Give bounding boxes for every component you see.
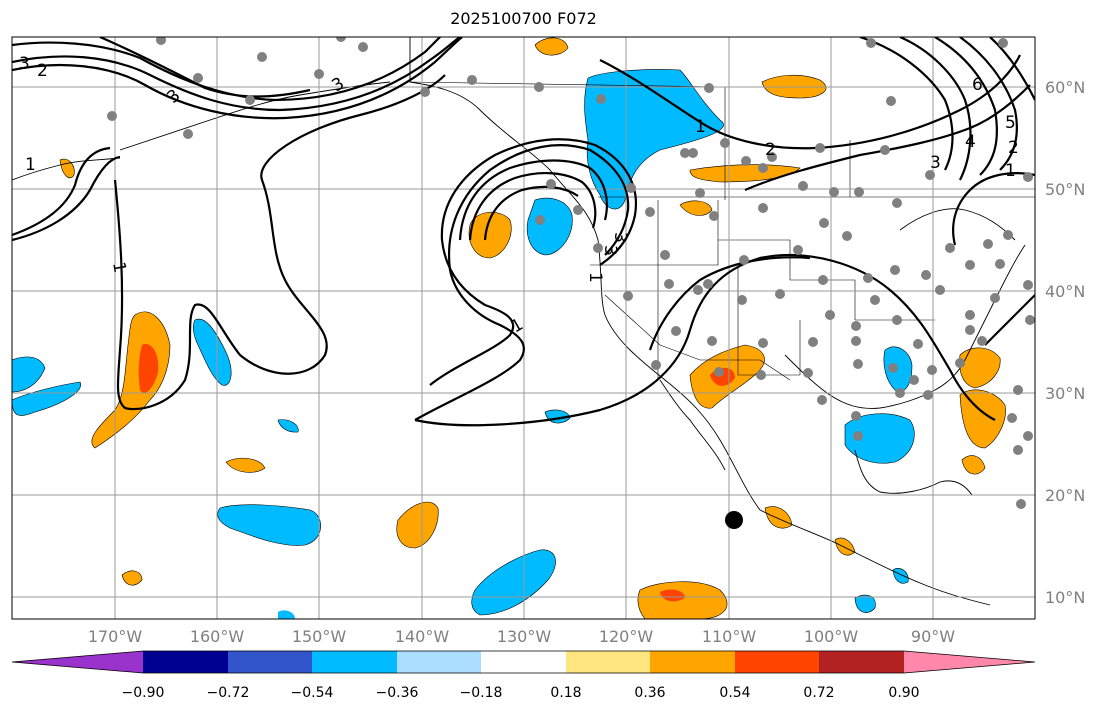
lon-label: 120°W bbox=[599, 627, 654, 646]
colorbar-tick-label: −0.90 bbox=[122, 685, 165, 701]
contour-label: 3 bbox=[610, 232, 630, 243]
map-panel bbox=[12, 37, 1035, 619]
latitude-axis: 60°N 50°N 40°N 30°N 20°N 10°N bbox=[1045, 78, 1085, 607]
contour-label: 3 bbox=[19, 54, 30, 74]
contour-label: 2 bbox=[765, 140, 776, 160]
lon-label: 90°W bbox=[911, 627, 955, 646]
lat-label: 30°N bbox=[1045, 384, 1085, 403]
colorbar-segment bbox=[143, 651, 228, 673]
colorbar-outline bbox=[11, 650, 1036, 674]
colorbar-tick-label: −0.72 bbox=[207, 685, 250, 701]
lon-label: 100°W bbox=[804, 627, 859, 646]
colorbar-segment bbox=[228, 651, 312, 673]
lon-label: 160°W bbox=[190, 627, 245, 646]
lon-label: 150°W bbox=[292, 627, 347, 646]
colorbar-segment bbox=[397, 651, 481, 673]
contour-label: 2 bbox=[37, 61, 48, 81]
colorbar-segment bbox=[735, 651, 819, 673]
contour-label: 1 bbox=[585, 272, 605, 283]
longitude-axis: 170°W 160°W 150°W 140°W 130°W 120°W 110°… bbox=[88, 627, 955, 646]
colorbar-tick-label: −0.18 bbox=[460, 685, 503, 701]
lat-label: 10°N bbox=[1045, 588, 1085, 607]
contour-label: 3 bbox=[930, 153, 941, 173]
colorbar-extend-high bbox=[904, 651, 1035, 673]
location-marker bbox=[725, 511, 743, 529]
contour-label: 5 bbox=[1005, 113, 1016, 133]
lon-label: 130°W bbox=[497, 627, 552, 646]
contour-label: 4 bbox=[965, 132, 976, 152]
colorbar-segment bbox=[819, 651, 904, 673]
grid-lines bbox=[12, 37, 1035, 619]
colorbar-segment bbox=[650, 651, 735, 673]
colorbar bbox=[11, 650, 1036, 674]
colorbar-segment bbox=[566, 651, 650, 673]
map-title: 2025100700 F072 bbox=[450, 9, 597, 28]
colorbar-tick-label: −0.54 bbox=[291, 685, 334, 701]
colorbar-tick-label: 0.72 bbox=[803, 685, 834, 701]
colorbar-segment bbox=[481, 651, 566, 673]
contour-label: 1 bbox=[1005, 161, 1016, 181]
map-frame bbox=[11, 36, 1036, 620]
contour-label: 1 bbox=[108, 260, 130, 274]
colorbar-tick-label: 0.18 bbox=[550, 685, 581, 701]
colorbar-tick-label: 0.54 bbox=[719, 685, 750, 701]
lon-label: 140°W bbox=[395, 627, 450, 646]
colorbar-tick-label: −0.36 bbox=[376, 685, 419, 701]
contour-label: 2 bbox=[1008, 138, 1019, 158]
contour-label: 6 bbox=[972, 75, 983, 95]
station-markers bbox=[107, 37, 1035, 509]
colorbar-extend-low bbox=[12, 651, 143, 673]
contour-labels: 3 2 3 1 1 2 3 1 2 3 4 5 6 1 1 3 1 3 bbox=[19, 54, 1019, 337]
lat-label: 20°N bbox=[1045, 486, 1085, 505]
colorbar-tick-label: 0.36 bbox=[634, 685, 665, 701]
contour-label: 1 bbox=[695, 117, 706, 137]
colorbar-segment bbox=[312, 651, 397, 673]
contour-label: 1 bbox=[25, 155, 36, 175]
lat-label: 50°N bbox=[1045, 180, 1085, 199]
lon-label: 170°W bbox=[88, 627, 143, 646]
contour-label: 3 bbox=[600, 245, 620, 256]
lon-label: 110°W bbox=[702, 627, 757, 646]
lat-label: 40°N bbox=[1045, 282, 1085, 301]
colorbar-labels: −0.90 −0.72 −0.54 −0.36 −0.18 0.18 0.36 … bbox=[122, 685, 920, 701]
lat-label: 60°N bbox=[1045, 78, 1085, 97]
colorbar-tick-label: 0.90 bbox=[888, 685, 919, 701]
